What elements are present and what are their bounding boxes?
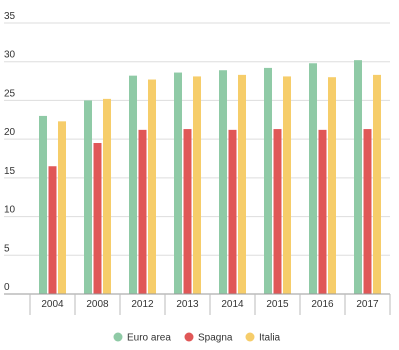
bar-euro-area [264,67,272,294]
bar-italia [328,77,336,294]
bar-italia [193,76,201,294]
y-tick-label: 10 [4,205,16,216]
bar-euro-area [309,63,317,295]
x-tick-label: 2004 [41,299,64,310]
x-tick-label: 2013 [176,299,199,310]
bar-euro-area [174,72,182,294]
x-axis: 2004 2008 2012 2013 2014 2015 2016 2017 [4,293,391,315]
y-tick-label: 15 [4,166,16,177]
bar-euro-area [39,115,47,295]
legend-swatch [113,332,123,342]
bar-spagna [363,129,372,294]
legend-swatch [184,332,194,342]
bar-spagna [138,129,147,294]
bar-spagna [273,129,282,294]
x-tick-label: 2008 [86,299,109,310]
y-tick-label: 30 [4,50,16,61]
legend: Euro area Spagna Italia [113,332,281,344]
bar-spagna [93,143,102,294]
y-tick-label: 0 [4,282,10,293]
x-tick-label: 2016 [311,299,334,310]
y-tick-label: 25 [4,88,16,99]
bar-italia [58,121,66,294]
legend-swatch [245,332,255,342]
bar-italia [283,76,291,294]
x-tick-label: 2015 [266,299,289,310]
x-tick-label: 2014 [221,299,244,310]
bar-euro-area [129,75,137,294]
bar-italia [148,79,156,294]
bar-spagna [48,166,57,294]
legend-label: Spagna [198,333,233,344]
bar-spagna [183,129,192,294]
bar-euro-area [219,70,227,294]
x-tick-label: 2017 [356,299,379,310]
bar-italia [373,74,381,295]
y-tick-label: 20 [4,127,16,138]
bar-italia [238,74,246,295]
bar-euro-area [84,100,92,294]
bar-spagna [228,129,237,294]
y-axis-ticks: 0 5 10 15 20 25 30 35 [4,11,16,293]
y-tick-label: 5 [4,243,10,254]
bars [39,60,381,295]
legend-label: Italia [259,333,281,344]
legend-label: Euro area [127,333,171,344]
x-tick-label: 2012 [131,299,154,310]
bar-spagna [318,129,327,294]
y-tick-label: 35 [4,11,16,22]
bar-italia [103,98,111,294]
bar-euro-area [354,60,362,295]
